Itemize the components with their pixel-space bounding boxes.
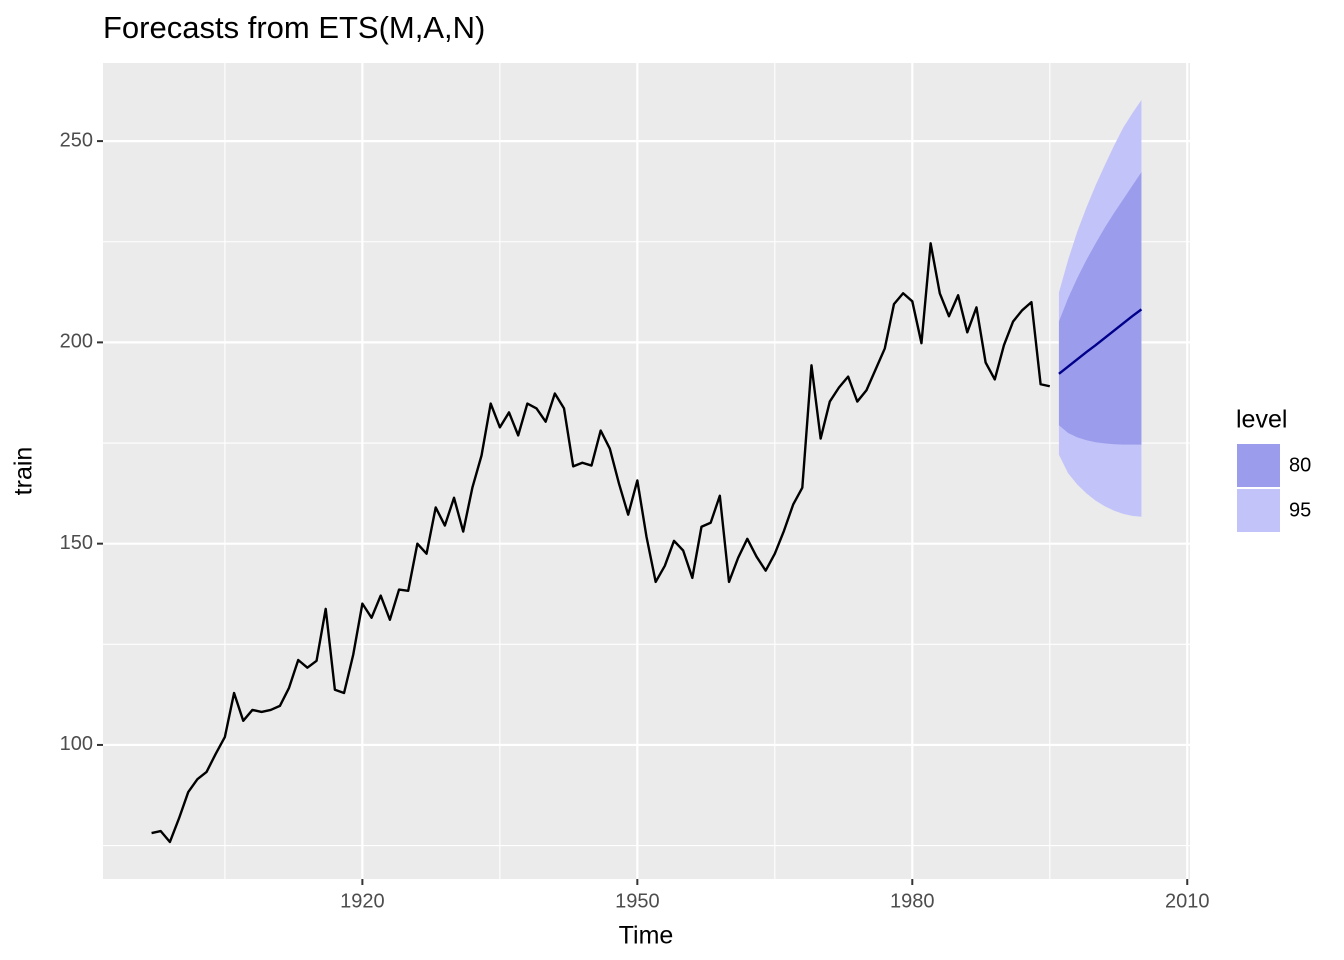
legend-label: 95 [1289, 499, 1311, 521]
y-tick-label: 250 [60, 129, 93, 151]
data-line [151, 242, 1051, 844]
legend-label: 80 [1289, 454, 1311, 476]
chart-title: Forecasts from ETS(M,A,N) [103, 10, 485, 45]
legend-key [1237, 444, 1280, 487]
y-tick-label: 200 [60, 331, 93, 353]
legend-key [1237, 489, 1280, 532]
prediction-band [1058, 172, 1142, 445]
y-tick-label: 150 [60, 532, 93, 554]
x-tick-label: 1980 [890, 890, 935, 912]
legend-title: level [1236, 406, 1287, 434]
x-tick-label: 2010 [1165, 890, 1210, 912]
plot-background [103, 63, 1190, 879]
y-axis-title: train [10, 447, 38, 496]
y-tick-label: 100 [60, 733, 93, 755]
forecast-line [1058, 308, 1143, 375]
x-tick-label: 1920 [340, 890, 385, 912]
x-tick-label: 1950 [615, 890, 660, 912]
x-axis-title: Time [619, 922, 674, 950]
